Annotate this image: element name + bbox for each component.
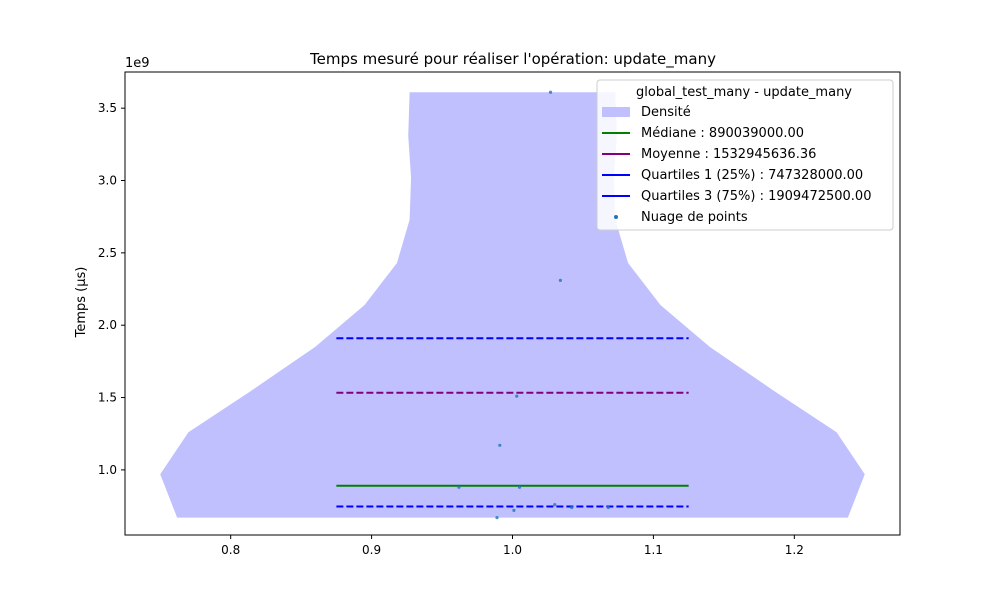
legend-entry-label: Densité	[641, 105, 691, 120]
x-tick-label: 1.0	[503, 543, 522, 557]
y-tick-label: 1.0	[98, 463, 117, 477]
y-tick-label: 1.5	[98, 391, 117, 405]
legend-entry-label: Médiane : 890039000.00	[641, 126, 804, 141]
x-tick-label: 1.1	[644, 543, 663, 557]
legend-swatch-density	[602, 107, 630, 117]
scatter-point	[558, 278, 563, 282]
legend-entry-label: Quartiles 3 (75%) : 1909472500.00	[641, 189, 871, 204]
y-tick-label: 3.5	[98, 101, 117, 115]
y-tick-label: 2.5	[98, 246, 117, 260]
y-tick-label: 2.0	[98, 318, 117, 332]
plot-area	[160, 90, 865, 520]
x-tick-label: 0.8	[221, 543, 240, 557]
y-offset-label: 1e9	[125, 56, 150, 71]
legend-title: global_test_many - update_many	[636, 85, 852, 100]
legend-swatch-point	[614, 215, 618, 219]
legend: global_test_many - update_many Densité Mé…	[596, 79, 894, 231]
legend-entry-label: Nuage de points	[641, 210, 748, 225]
scatter-point	[457, 485, 461, 489]
scatter-point	[553, 503, 557, 507]
axes: 0.8 0.9 1.0 1.1 1.2 1.0 1.5 2.0 2.5 3.0 3.5	[98, 71, 901, 557]
legend-entry-label: Moyenne : 1532945636.36	[641, 147, 816, 162]
scatter-point	[548, 90, 553, 94]
x-tick-label: 1.2	[785, 543, 804, 557]
legend-entry-label: Quartiles 1 (25%) : 747328000.00	[641, 168, 863, 183]
scatter-point	[570, 505, 574, 510]
scatter-point	[498, 443, 502, 447]
density-violin	[160, 92, 865, 518]
x-tick-label: 0.9	[362, 543, 381, 557]
scatter-point	[512, 508, 516, 513]
scatter-point	[606, 505, 610, 510]
y-tick-label: 3.0	[98, 174, 117, 188]
legend-box	[596, 79, 894, 231]
scatter-point	[515, 394, 519, 398]
chart-title: Temps mesuré pour réaliser l'opération: …	[309, 50, 716, 69]
scatter-point	[495, 516, 499, 520]
scatter-point	[517, 485, 522, 489]
y-axis-label: Temps (µs)	[74, 267, 89, 339]
